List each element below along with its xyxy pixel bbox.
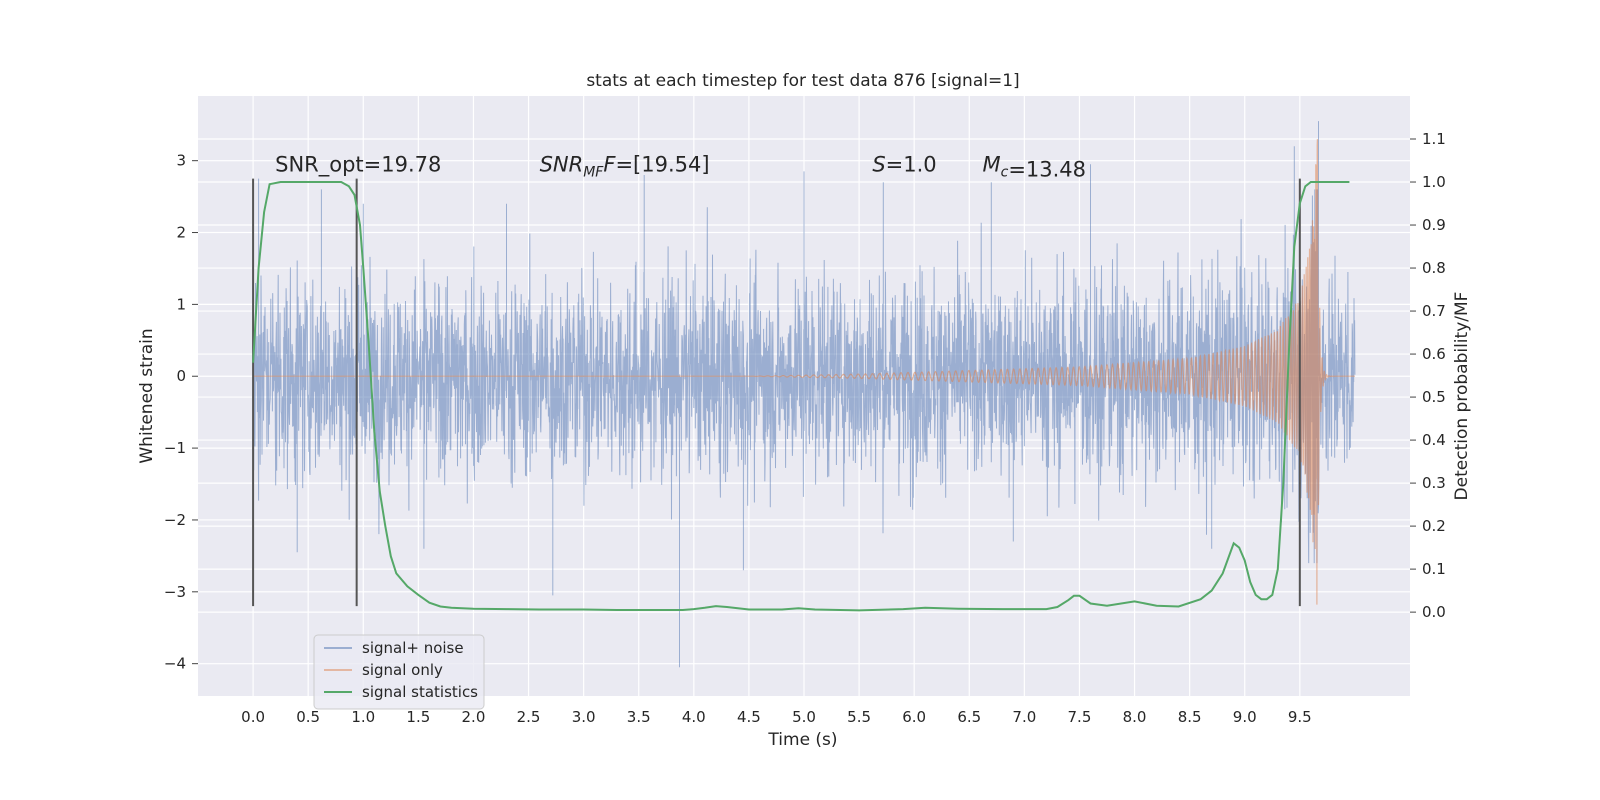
x-tick-label: 3.5 xyxy=(627,708,651,726)
legend-label: signal only xyxy=(362,661,443,679)
y2-axis-label: Detection probability/MF xyxy=(1452,292,1472,501)
annotations: SNR_opt=19.78 SNRMFF=[19.54] S=1.0 Mc=13.48 xyxy=(275,152,1086,181)
x-tick-label: 6.5 xyxy=(957,708,981,726)
y2-tick-label: 0.7 xyxy=(1422,302,1446,320)
annotation-text: S=1.0 xyxy=(872,152,936,176)
x-tick-label: 8.5 xyxy=(1178,708,1202,726)
y2-tick-label: 1.0 xyxy=(1422,173,1446,191)
y2-tick-label: 0.5 xyxy=(1422,388,1446,406)
y-tick-label: −4 xyxy=(164,655,186,673)
x-tick-label: 2.5 xyxy=(517,708,541,726)
x-tick-label: 0.5 xyxy=(296,708,320,726)
annotation-value: =[19.54] xyxy=(615,152,709,176)
y-axis-label: Whitened strain xyxy=(137,328,157,463)
x-tick-label: 4.5 xyxy=(737,708,761,726)
chart-title: stats at each timestep for test data 876… xyxy=(586,71,1019,91)
stats-line xyxy=(252,181,1350,612)
y2-tick-label: 0.4 xyxy=(1422,431,1446,449)
legend: signal+ noise signal only signal statistic… xyxy=(313,634,485,710)
annotation-text: Mc=13.48 xyxy=(982,152,1086,181)
x-axis-label: Time (s) xyxy=(767,730,837,750)
annotation-value: =13.48 xyxy=(1008,157,1086,181)
x-tick-label: 1.5 xyxy=(406,708,430,726)
y-tick-label: 0 xyxy=(176,367,186,385)
annotation-after-sub: F xyxy=(603,152,616,176)
x-tick-label: 9.5 xyxy=(1288,708,1312,726)
series-signal-statistics xyxy=(252,181,1350,612)
x-tick-label: 6.0 xyxy=(902,708,926,726)
vertical-markers xyxy=(252,178,1301,607)
series-signal-only xyxy=(253,139,1355,605)
y-tick-label: −1 xyxy=(164,439,186,457)
signal-trace xyxy=(253,139,1355,605)
y2-tick-label: 0.6 xyxy=(1422,345,1446,363)
y2-tick-label: 0.3 xyxy=(1422,474,1446,492)
y-tick-label: 1 xyxy=(176,295,186,313)
y2-tick-label: 1.1 xyxy=(1422,130,1446,148)
annotation-value: =1.0 xyxy=(886,152,937,176)
y2-tick-label: 0.8 xyxy=(1422,259,1446,277)
x-tick-label: 3.0 xyxy=(572,708,596,726)
annotation-subscript: c xyxy=(1001,164,1009,180)
y-tick-label: 2 xyxy=(176,224,186,242)
annotation-text: SNRMFF=[19.54] xyxy=(540,152,710,180)
y-tick-label: 3 xyxy=(176,152,186,170)
y-tick-label: −3 xyxy=(164,583,186,601)
x-tick-label: 8.0 xyxy=(1123,708,1147,726)
y2-tick-label: 0.1 xyxy=(1422,560,1446,578)
y2-tick-label: 0.9 xyxy=(1422,216,1446,234)
legend-label: signal statistics xyxy=(362,683,478,701)
x-tick-label: 7.0 xyxy=(1012,708,1036,726)
x-tick-label: 9.0 xyxy=(1233,708,1257,726)
annotation-italic: S xyxy=(872,152,885,176)
legend-label: signal+ noise xyxy=(362,639,464,657)
legend-box xyxy=(313,634,485,710)
annotation-italic: M xyxy=(982,152,1000,176)
x-tick-label: 7.5 xyxy=(1068,708,1092,726)
x-tick-label: 2.0 xyxy=(462,708,486,726)
x-tick-label: 5.5 xyxy=(847,708,871,726)
x-tick-label: 4.0 xyxy=(682,708,706,726)
x-tick-label: 0.0 xyxy=(241,708,265,726)
y2-axis-ticks: 1.1 1.0 0.9 0.8 0.7 0.6 0.5 0.4 0.3 0.2 0.1 0.0 xyxy=(1410,130,1446,621)
x-tick-label: 5.0 xyxy=(792,708,816,726)
y2-tick-label: 0.2 xyxy=(1422,517,1446,535)
x-tick-label: 1.0 xyxy=(351,708,375,726)
y-tick-label: −2 xyxy=(164,511,186,529)
annotation-italic: SNR xyxy=(540,152,584,176)
annotation-text: SNR_opt=19.78 xyxy=(275,152,441,177)
annotation-subscript: MF xyxy=(583,164,604,180)
x-axis-ticks: 0.0 0.5 1.0 1.5 2.0 2.5 3.0 3.5 4.0 4.5 5.0 5.5 6.0 6… xyxy=(241,708,1312,726)
y2-tick-label: 0.0 xyxy=(1422,603,1446,621)
y-axis-ticks: 3 2 1 0 −1 −2 −3 −4 xyxy=(164,152,198,673)
